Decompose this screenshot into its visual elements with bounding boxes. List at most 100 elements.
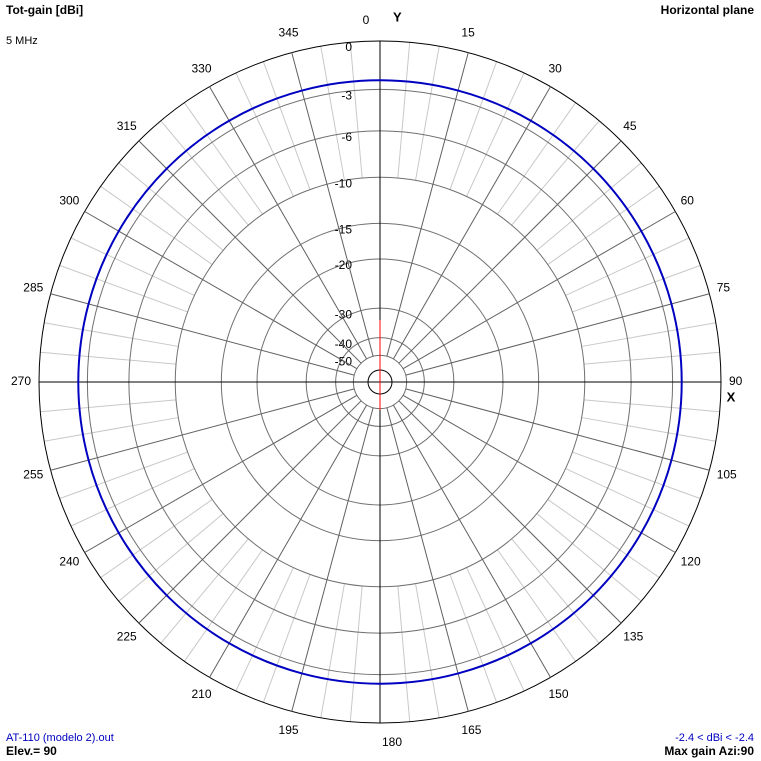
minor-spoke — [320, 583, 345, 718]
minor-spoke — [40, 351, 177, 365]
r-tick-label: -6 — [341, 130, 352, 144]
grid-spoke — [84, 211, 358, 370]
angle-tick-label: 120 — [681, 555, 701, 569]
chart-subtitle: Horizontal plane — [661, 3, 755, 17]
chart-title: Tot-gain [dBi] — [6, 3, 83, 17]
angle-tick-label: 90 — [729, 374, 743, 388]
grid-spoke — [386, 407, 469, 712]
minor-spoke — [536, 513, 642, 602]
x-axis-label: X — [727, 389, 736, 404]
angle-tick-label: 30 — [549, 62, 563, 76]
angle-tick-label: 210 — [191, 687, 211, 701]
angle-tick-label: 255 — [23, 468, 43, 482]
minor-spoke — [262, 574, 311, 703]
minor-spoke — [415, 583, 440, 718]
angle-tick-label: 330 — [191, 62, 211, 76]
grid-spoke — [405, 388, 710, 471]
range-label: -2.4 < dBi < -2.4 — [675, 732, 754, 744]
angle-tick-label: 75 — [717, 281, 731, 295]
minor-spoke — [184, 549, 263, 662]
minor-spoke — [572, 264, 701, 313]
minor-spoke — [536, 162, 642, 251]
minor-spoke — [235, 72, 294, 197]
minor-spoke — [70, 237, 195, 296]
grid-spoke — [392, 86, 551, 360]
minor-spoke — [44, 322, 179, 347]
angle-tick-label: 135 — [623, 629, 643, 643]
minor-spoke — [349, 585, 363, 722]
minor-spoke — [581, 322, 716, 347]
minor-spoke — [118, 513, 224, 602]
grid-spoke — [84, 394, 358, 553]
y-axis-label: Y — [393, 9, 402, 24]
angle-tick-label: 45 — [623, 119, 637, 133]
angle-tick-label: 165 — [461, 723, 481, 737]
elevation-label: Elev.= 90 — [6, 744, 57, 758]
minor-spoke — [349, 42, 363, 179]
minor-spoke — [572, 451, 701, 500]
angle-tick-label: 240 — [59, 555, 79, 569]
angle-tick-label: 270 — [11, 374, 31, 388]
r-tick-label: -10 — [335, 176, 353, 190]
angle-tick-label: 15 — [461, 25, 475, 39]
angle-tick-label: 225 — [117, 629, 137, 643]
minor-spoke — [59, 451, 188, 500]
grid-spoke — [50, 293, 355, 376]
minor-spoke — [59, 264, 188, 313]
minor-spoke — [497, 102, 576, 215]
grid-spoke — [398, 140, 622, 364]
r-tick-label: -50 — [335, 355, 353, 369]
grid-spoke — [138, 140, 362, 364]
grid-spoke — [402, 394, 676, 553]
minor-spoke — [583, 399, 720, 413]
grid-spoke — [209, 404, 368, 678]
grid-spoke — [402, 211, 676, 370]
angle-tick-label: 105 — [717, 468, 737, 482]
minor-spoke — [565, 468, 690, 527]
minor-spoke — [320, 46, 345, 181]
grid-spoke — [209, 86, 368, 360]
minor-spoke — [511, 120, 600, 226]
grid-spoke — [405, 293, 710, 376]
angle-tick-label: 180 — [382, 735, 402, 749]
minor-spoke — [547, 499, 660, 578]
legend-entry: AT-110 (modelo 2).out — [6, 732, 114, 744]
minor-spoke — [160, 538, 249, 644]
angle-tick-label: 315 — [117, 119, 137, 133]
grid-spoke — [138, 400, 362, 624]
angle-tick-label: 150 — [549, 687, 569, 701]
minor-spoke — [44, 417, 179, 442]
gain-trace — [77, 79, 683, 685]
minor-spoke — [160, 120, 249, 226]
angle-tick-label: 285 — [23, 281, 43, 295]
grid-spoke — [291, 52, 374, 357]
grid-spoke — [392, 404, 551, 678]
minor-spoke — [581, 417, 716, 442]
r-tick-label: -15 — [335, 222, 353, 236]
angle-tick-label: 300 — [59, 194, 79, 208]
minor-spoke — [100, 499, 213, 578]
grid-spoke — [398, 400, 622, 624]
angle-tick-label: 60 — [681, 194, 695, 208]
minor-spoke — [397, 585, 411, 722]
minor-spoke — [397, 42, 411, 179]
angle-tick-label: 195 — [279, 723, 299, 737]
r-tick-label: 0 — [345, 40, 352, 54]
minor-spoke — [497, 549, 576, 662]
minor-spoke — [184, 102, 263, 215]
minor-spoke — [565, 237, 690, 296]
minor-spoke — [466, 567, 525, 692]
frequency-label: 5 MHz — [6, 35, 38, 47]
grid-spoke — [386, 52, 469, 357]
minor-spoke — [415, 46, 440, 181]
minor-spoke — [40, 399, 177, 413]
minor-spoke — [100, 186, 213, 265]
minor-spoke — [466, 72, 525, 197]
minor-spoke — [583, 351, 720, 365]
grid-spoke — [291, 407, 374, 712]
minor-spoke — [547, 186, 660, 265]
minor-spoke — [118, 162, 224, 251]
grid-spoke — [50, 388, 355, 471]
r-tick-label: -40 — [335, 337, 353, 351]
